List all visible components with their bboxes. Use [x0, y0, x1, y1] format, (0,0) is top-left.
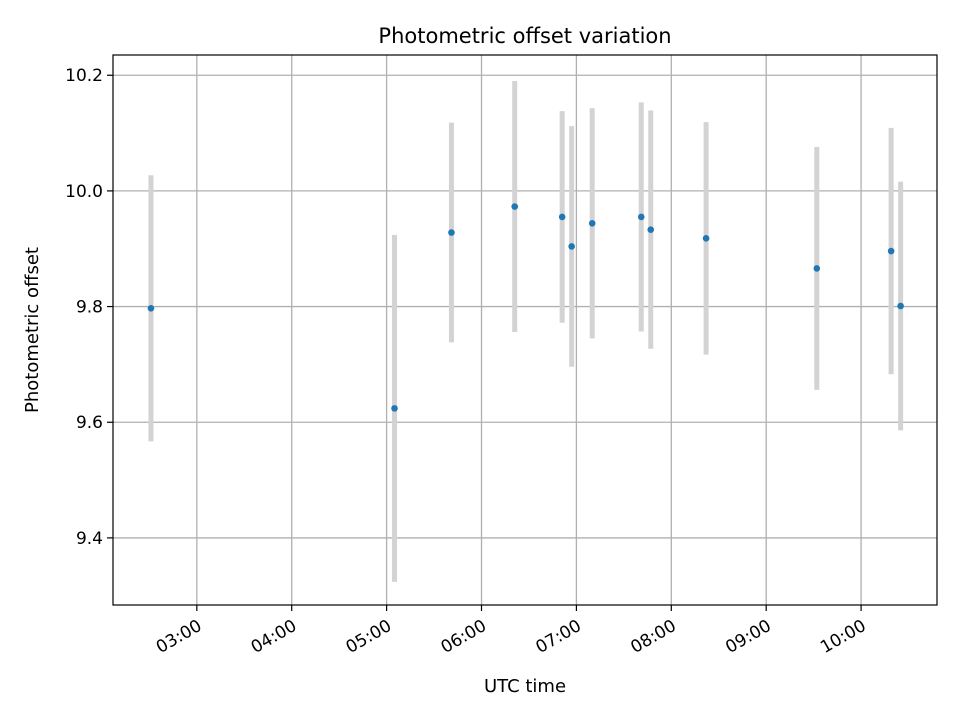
data-point: [887, 247, 895, 255]
data-point: [147, 305, 155, 312]
y-axis-label: Photometric offset: [22, 247, 43, 413]
data-point: [647, 226, 655, 233]
data-point: [637, 213, 645, 221]
data-point: [588, 219, 596, 227]
y-axis-ticks: 9.4 9.6 9.8 10.0 10.2: [65, 66, 113, 549]
data-point: [897, 302, 904, 310]
y-tick-label: 10.0: [65, 182, 103, 202]
data-point: [391, 405, 398, 412]
plot-area: [113, 55, 937, 605]
data-point: [813, 265, 821, 272]
data-points: [147, 203, 904, 412]
data-point: [448, 229, 455, 236]
x-axis-label: UTC time: [484, 676, 566, 697]
data-point: [568, 243, 575, 250]
grid: [113, 55, 937, 605]
data-point: [702, 235, 710, 242]
y-tick-label: 10.2: [65, 66, 103, 86]
chart-title: Photometric offset variation: [378, 24, 671, 48]
y-tick-label: 9.8: [76, 298, 103, 318]
y-tick-label: 9.6: [76, 413, 103, 433]
data-point: [511, 203, 519, 210]
data-point: [558, 213, 566, 221]
y-tick-label: 9.4: [76, 529, 103, 549]
plot-frame: [112, 54, 938, 606]
